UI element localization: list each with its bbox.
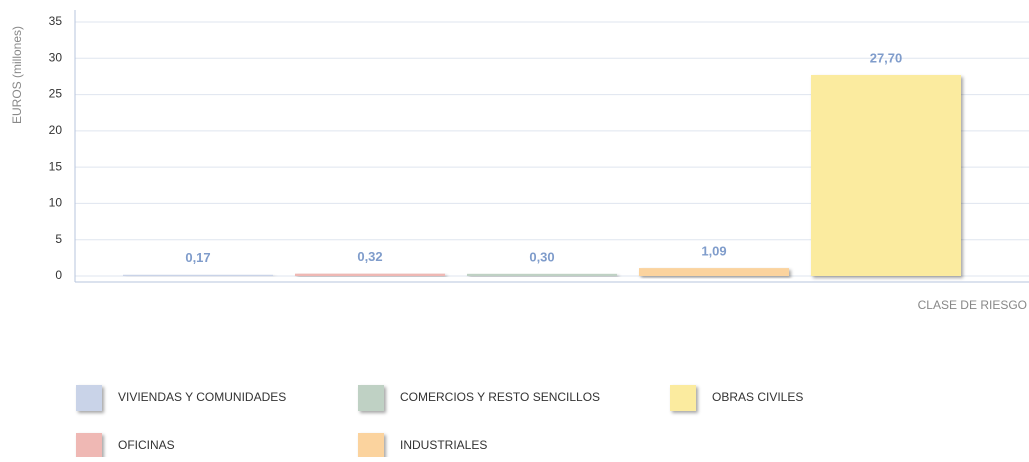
bar xyxy=(123,274,273,276)
legend-swatch xyxy=(76,385,102,411)
y-tick-label: 10 xyxy=(49,196,63,210)
legend-label: VIVIENDAS Y COMUNIDADES xyxy=(118,390,286,404)
value-label: 1,09 xyxy=(701,244,726,259)
y-axis-label: EUROS (millones) xyxy=(10,26,24,124)
y-tick-label: 5 xyxy=(55,232,62,246)
legend-swatch xyxy=(358,385,384,411)
y-tick-label: 35 xyxy=(49,14,63,28)
legend-swatch xyxy=(358,433,384,459)
y-tick-label: 0 xyxy=(55,268,62,282)
y-tick-label: 15 xyxy=(49,159,63,173)
y-tick-label: 30 xyxy=(49,50,63,64)
legend-label: OFICINAS xyxy=(118,438,175,452)
value-label: 0,17 xyxy=(185,250,210,265)
y-tick-label: 20 xyxy=(49,123,63,137)
legend-label: INDUSTRIALES xyxy=(400,438,487,452)
value-label: 27,70 xyxy=(870,50,903,65)
y-tick-label: 25 xyxy=(49,87,63,101)
legend-swatch xyxy=(76,433,102,459)
legend-label: COMERCIOS Y RESTO SENCILLOS xyxy=(400,390,600,404)
bar xyxy=(295,273,445,276)
legend-swatch xyxy=(670,385,696,411)
x-axis-label: CLASE DE RIESGO xyxy=(918,298,1027,312)
value-label: 0,30 xyxy=(529,249,554,264)
legend-label: OBRAS CIVILES xyxy=(712,390,803,404)
value-label: 0,32 xyxy=(357,249,382,264)
bar xyxy=(811,74,961,276)
bar xyxy=(639,268,789,276)
bar xyxy=(467,273,617,276)
